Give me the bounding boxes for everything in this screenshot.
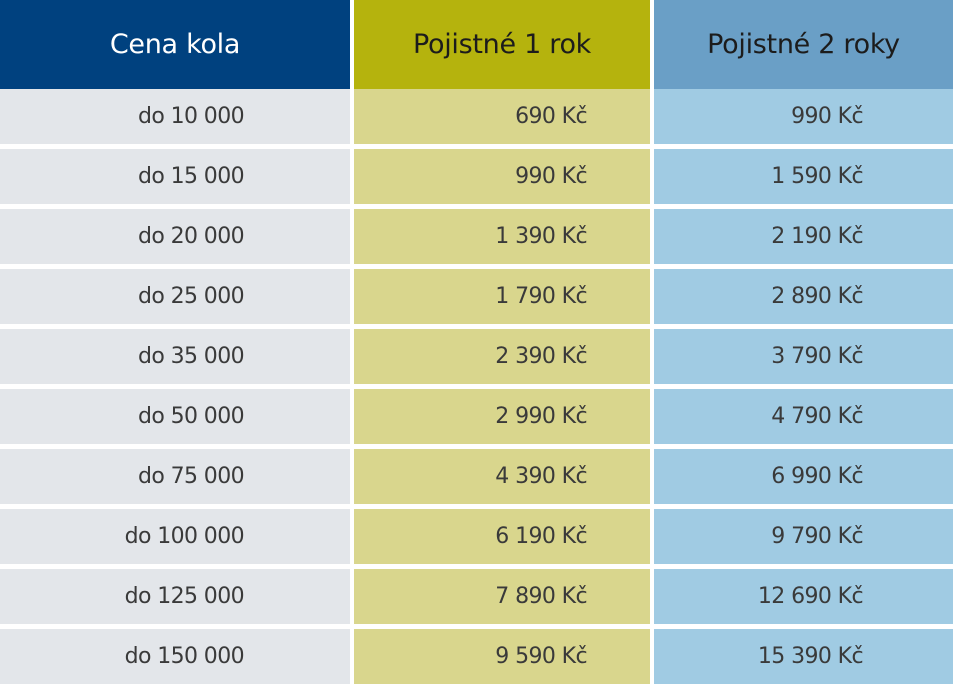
premium-1-year-cell: 7 890 Kč [354, 569, 650, 624]
table-row: do 35 000 2 390 Kč 3 790 Kč [0, 329, 953, 384]
table-body: do 10 000 690 Kč 990 Kč do 15 000 990 Kč… [0, 89, 953, 689]
premium-1-year-cell: 2 390 Kč [354, 329, 650, 384]
table-row: do 10 000 690 Kč 990 Kč [0, 89, 953, 144]
bike-price-cell: do 100 000 [0, 509, 350, 564]
bike-price-cell: do 50 000 [0, 389, 350, 444]
premium-2-years-cell: 6 990 Kč [654, 449, 953, 504]
bike-price-cell: do 15 000 [0, 149, 350, 204]
premium-1-year-cell: 9 590 Kč [354, 629, 650, 684]
table-row: do 100 000 6 190 Kč 9 790 Kč [0, 509, 953, 564]
premium-2-years-cell: 3 790 Kč [654, 329, 953, 384]
table-row: do 25 000 1 790 Kč 2 890 Kč [0, 269, 953, 324]
premium-2-years-cell: 2 890 Kč [654, 269, 953, 324]
bike-price-cell: do 10 000 [0, 89, 350, 144]
header-bike-price: Cena kola [0, 0, 350, 89]
header-premium-2-years: Pojistné 2 roky [654, 0, 953, 89]
premium-2-years-cell: 9 790 Kč [654, 509, 953, 564]
bike-price-cell: do 125 000 [0, 569, 350, 624]
bike-price-cell: do 35 000 [0, 329, 350, 384]
premium-1-year-cell: 2 990 Kč [354, 389, 650, 444]
premium-1-year-cell: 1 390 Kč [354, 209, 650, 264]
premium-2-years-cell: 1 590 Kč [654, 149, 953, 204]
premium-2-years-cell: 4 790 Kč [654, 389, 953, 444]
premium-1-year-cell: 1 790 Kč [354, 269, 650, 324]
premium-1-year-cell: 4 390 Kč [354, 449, 650, 504]
premium-2-years-cell: 990 Kč [654, 89, 953, 144]
bike-price-cell: do 20 000 [0, 209, 350, 264]
premium-2-years-cell: 2 190 Kč [654, 209, 953, 264]
premium-1-year-cell: 690 Kč [354, 89, 650, 144]
premium-2-years-cell: 12 690 Kč [654, 569, 953, 624]
premium-1-year-cell: 990 Kč [354, 149, 650, 204]
table-row: do 15 000 990 Kč 1 590 Kč [0, 149, 953, 204]
table-header: Cena kola Pojistné 1 rok Pojistné 2 roky [0, 0, 953, 89]
premium-2-years-cell: 15 390 Kč [654, 629, 953, 684]
bike-price-cell: do 25 000 [0, 269, 350, 324]
header-premium-1-year: Pojistné 1 rok [354, 0, 650, 89]
table-row: do 125 000 7 890 Kč 12 690 Kč [0, 569, 953, 624]
bike-price-cell: do 75 000 [0, 449, 350, 504]
table-row: do 20 000 1 390 Kč 2 190 Kč [0, 209, 953, 264]
table-row: do 50 000 2 990 Kč 4 790 Kč [0, 389, 953, 444]
premium-1-year-cell: 6 190 Kč [354, 509, 650, 564]
bike-price-cell: do 150 000 [0, 629, 350, 684]
table-row: do 75 000 4 390 Kč 6 990 Kč [0, 449, 953, 504]
table-row: do 150 000 9 590 Kč 15 390 Kč [0, 629, 953, 684]
